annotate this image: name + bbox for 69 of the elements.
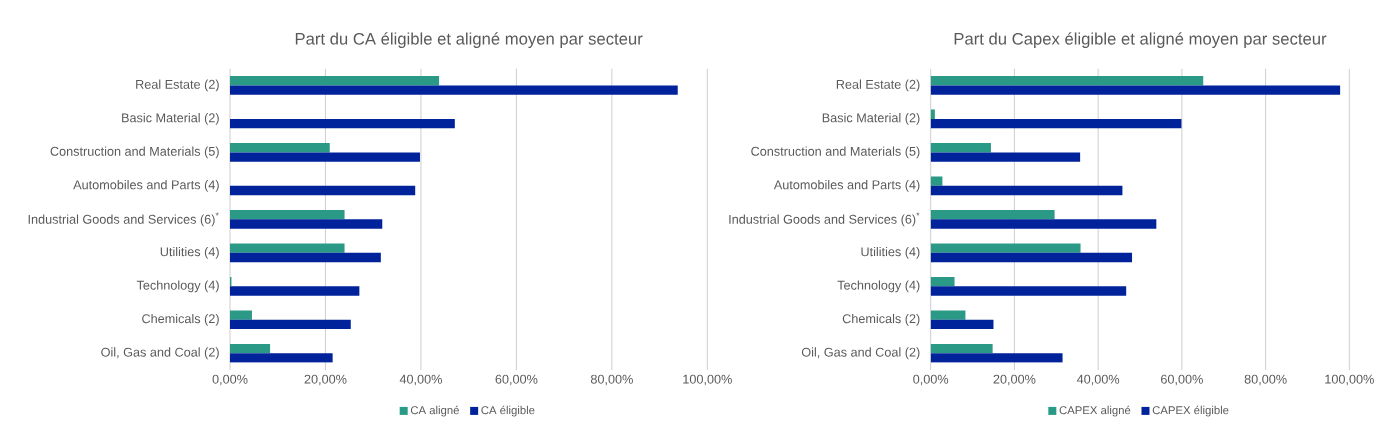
y-tick-label: Technology (4) [136,280,219,293]
legend-label: CAPEX éligible [1152,405,1229,417]
bar [230,219,383,229]
x-tick-label: 40,00% [399,374,442,386]
bar [930,319,994,330]
y-tick-label: Oil, Gas and Coal (2) [801,347,920,360]
bar [930,276,955,287]
x-tick-label: 0,00% [212,374,248,386]
y-tick-label: Construction and Materials (5) [50,146,219,159]
x-tick-label: 80,00% [590,374,633,386]
bar [230,76,440,86]
y-tick-label: Technology (4) [837,280,920,293]
bar [930,85,1341,95]
bar [230,343,271,354]
bar [230,252,381,263]
bar [230,210,345,220]
x-tick-label: 0,00% [913,374,949,386]
legend-label: CAPEX aligné [1059,405,1131,417]
y-tick-label: Oil, Gas and Coal (2) [101,347,219,360]
bar [930,210,1055,220]
legend-label: CA aligné [410,405,459,417]
x-tick-label: 100,00% [683,374,732,386]
x-tick-label: 60,00% [495,374,538,386]
y-tick-label: Basic Material (2) [822,113,920,125]
bar [930,109,935,119]
x-tick-label: 80,00% [1244,374,1287,386]
bar [930,252,1133,263]
bar [230,152,420,162]
legend-label: CA éligible [481,405,535,417]
bar [230,243,345,253]
y-tick-label: Chemicals (2) [142,313,219,326]
bar [930,118,1182,129]
y-tick-label: Real Estate (2) [136,79,219,92]
bar [930,243,1081,253]
x-tick-label: 100,00% [1325,374,1374,386]
y-tick-label: Industrial Goods and Services (6)$^{*}$ [729,212,920,227]
y-tick-label: Utilities (4) [861,246,920,259]
chart-title: Part du CA éligible et aligné moyen par secteur [295,32,643,48]
bar [230,185,416,196]
bar [930,219,1157,229]
bar [930,353,1063,363]
x-tick-label: 40,00% [1076,374,1120,386]
bar [230,286,360,296]
bar [930,286,1127,296]
bar [230,143,330,153]
y-tick-label: Automobiles and Parts (4) [773,179,920,192]
bar [930,143,991,153]
bar [930,176,943,186]
y-tick-label: Utilities (4) [160,246,219,259]
y-tick-label: Real Estate (2) [836,79,920,92]
x-tick-label: 20,00% [304,374,347,386]
bar [230,310,252,320]
x-tick-label: 20,00% [993,374,1036,386]
y-tick-label: Industrial Goods and Services (6)$^{*}$ [28,212,219,227]
bar [230,319,351,330]
y-tick-label: Automobiles and Parts (4) [73,179,219,192]
bar [230,353,333,363]
y-tick-label: Construction and Materials (5) [751,146,920,159]
y-tick-label: Chemicals (2) [842,313,920,326]
chart-title: Part du Capex éligible et aligné moyen par secteur [954,32,1327,48]
y-tick-label: Basic Material (2) [122,113,219,125]
bar [930,310,966,320]
bar [930,152,1081,162]
bar [930,185,1123,196]
bar [230,85,678,95]
x-tick-label: 60,00% [1161,374,1203,386]
bar [930,343,993,354]
bar [930,76,1204,86]
bar [230,118,455,129]
